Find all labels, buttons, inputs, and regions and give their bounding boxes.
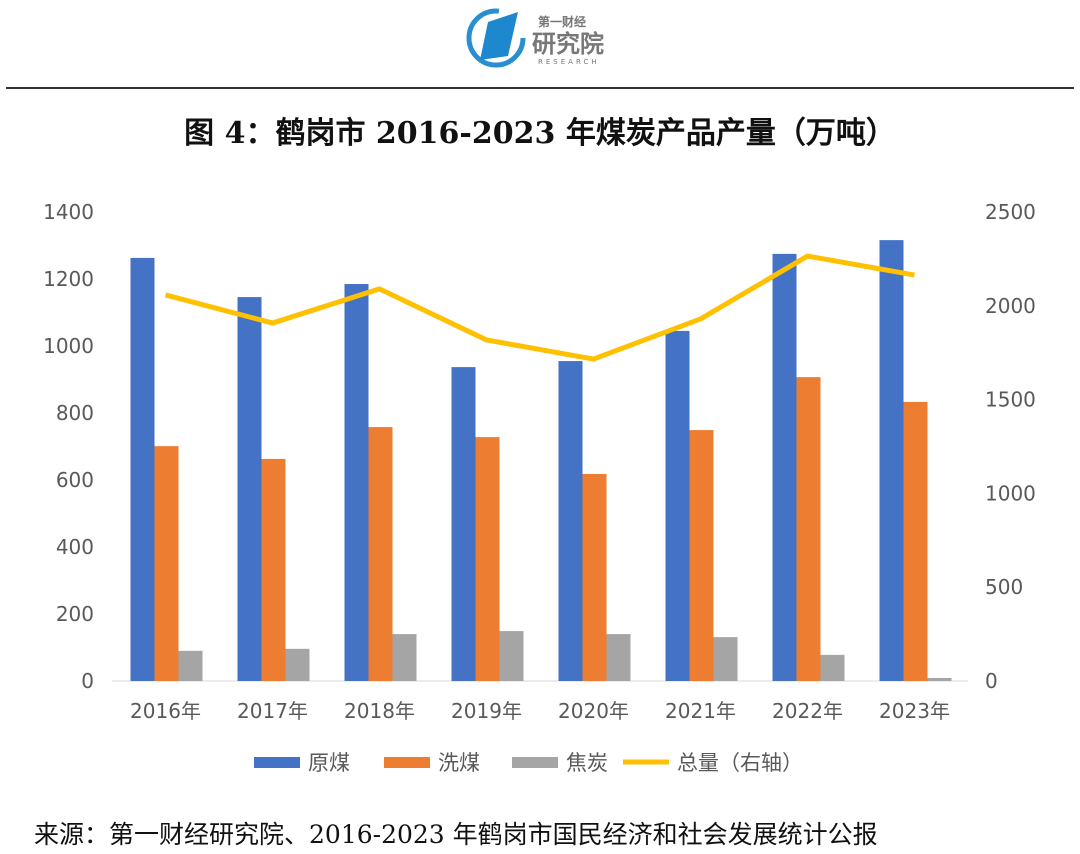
y-tick-label: 1000 [43,334,94,358]
x-tick-label: 2020年 [558,699,629,723]
y-tick-label: 1400 [43,200,94,224]
bar-焦炭 [927,677,952,681]
legend-label: 总量（右轴） [677,751,803,775]
bar-洗煤 [903,401,928,681]
logo-shape [480,12,518,60]
x-tick-label: 2018年 [344,699,415,723]
x-tick-label: 2022年 [772,699,843,723]
y2-tick-label: 0 [985,669,998,693]
bar-原煤 [451,367,476,681]
bar-焦炭 [713,637,738,681]
y2-tick-label: 1000 [985,481,1036,505]
x-tick-label: 2017年 [237,699,308,723]
logo: 第一财经 研究院 RESEARCH [466,8,604,68]
bar-焦炭 [499,631,524,681]
x-tick-label: 2019年 [451,699,522,723]
x-tick-label: 2016年 [130,699,201,723]
line-total [164,253,915,362]
bar-洗煤 [582,473,607,681]
bar-洗煤 [796,377,821,681]
logo-text-3: RESEARCH [538,58,600,66]
bar-原煤 [772,253,797,681]
x-tick-label: 2021年 [665,699,736,723]
legend-label: 焦炭 [566,751,608,775]
y-tick-label: 400 [56,535,94,559]
y2-tick-label: 1500 [985,388,1036,412]
y-tick-label: 800 [56,401,94,425]
y2-tick-label: 2000 [985,294,1036,318]
bar-原煤 [558,361,583,681]
legend-label: 原煤 [308,751,350,775]
y-tick-label: 0 [81,669,94,693]
y-tick-label: 200 [56,602,94,626]
legend-swatch [254,757,300,768]
bar-原煤 [344,284,369,681]
bar-焦炭 [178,650,203,681]
y2-tick-label: 500 [985,575,1023,599]
bar-洗煤 [154,446,179,681]
bar-焦炭 [285,648,310,681]
logo-ring [466,8,526,68]
logo-text-2: 研究院 [532,30,604,58]
bar-焦炭 [606,634,631,681]
bar-焦炭 [392,634,417,681]
legend-swatch [512,757,558,768]
bar-洗煤 [475,437,500,681]
bar-洗煤 [368,427,393,681]
y-tick-label: 600 [56,468,94,492]
bar-原煤 [130,257,155,681]
y-tick-label: 1200 [43,267,94,291]
source-note: 来源：第一财经研究院、2016-2023 年鹤岗市国民经济和社会发展统计公报 [34,820,878,849]
bar-焦炭 [820,654,845,681]
logo-text-1: 第一财经 [538,14,586,29]
y2-tick-label: 2500 [985,200,1036,224]
bar-洗煤 [689,430,714,681]
legend-swatch [384,757,430,768]
chart: 0 200 400 600 800 1000 1200 1400 0 500 1000 1500 200… [43,200,1036,775]
divider [6,87,1074,89]
legend-label: 洗煤 [438,751,480,775]
bar-原煤 [237,297,262,681]
chart-title: 图 4：鹤岗市 2016-2023 年煤炭产品产量（万吨） [184,116,896,151]
bar-洗煤 [261,458,286,681]
bar-原煤 [879,240,904,681]
x-tick-label: 2023年 [879,699,950,723]
bar-原煤 [665,330,690,681]
